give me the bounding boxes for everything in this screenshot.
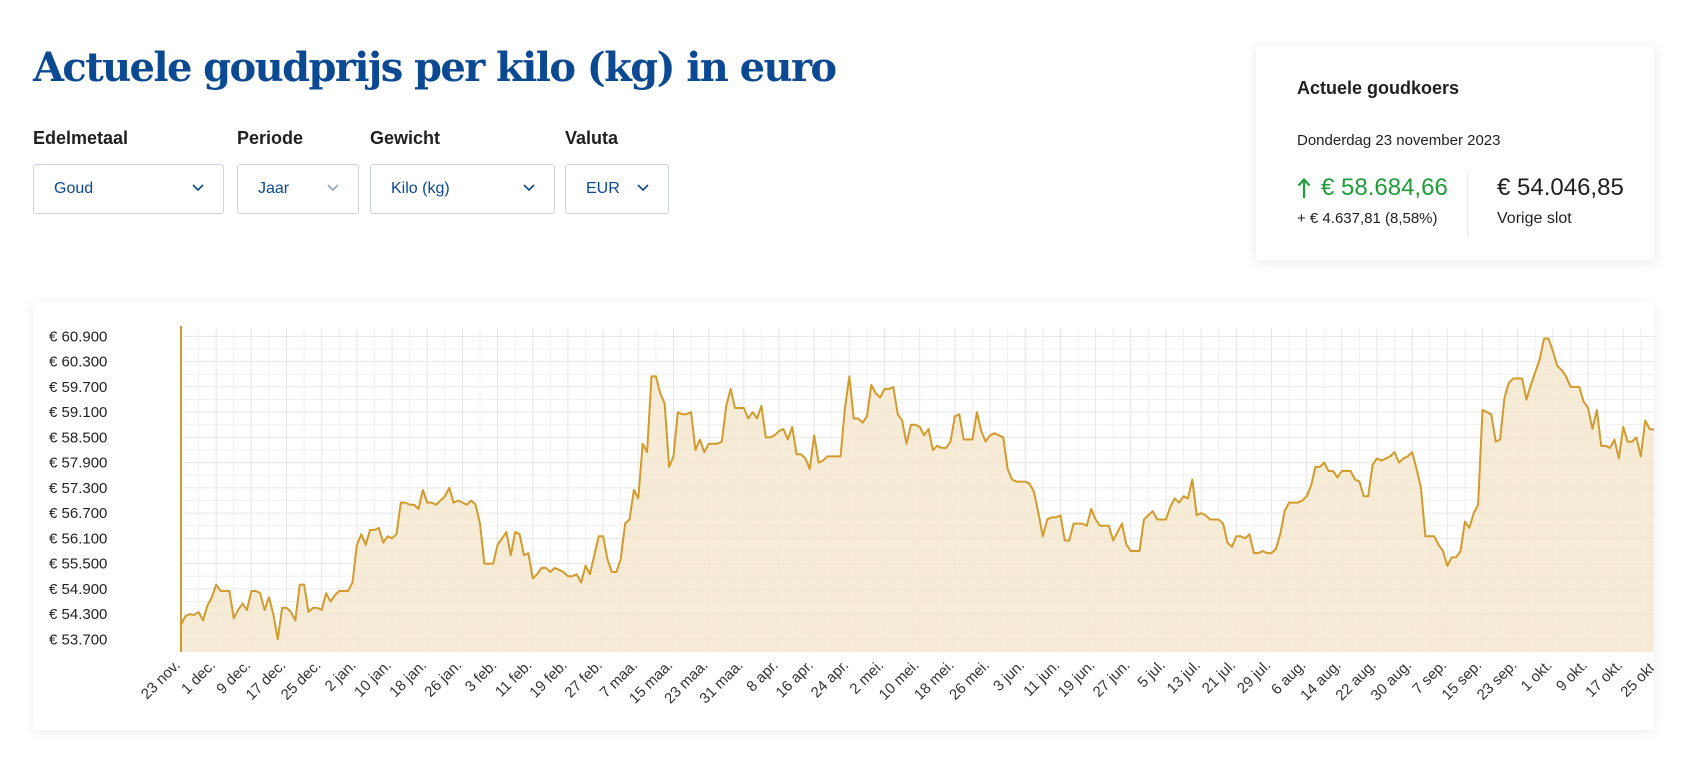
x-tick-label: 11 jun. [1020, 657, 1063, 700]
y-tick-label: € 56.100 [49, 530, 107, 547]
chevron-down-icon [192, 184, 204, 192]
weight-select-value: Kilo (kg) [391, 180, 450, 197]
x-tick-label: 1 okt. [1518, 657, 1556, 695]
x-tick-label: 13 jul. [1164, 657, 1204, 697]
filter-weight: Gewicht Kilo (kg) [370, 126, 555, 214]
filter-period-label: Periode [237, 128, 304, 148]
y-tick-label: € 56.700 [49, 505, 107, 522]
card-title: Actuele goudkoers [1297, 78, 1460, 98]
chevron-down-icon [637, 184, 649, 192]
arrow-up-icon [1297, 177, 1311, 198]
currency-select-value: EUR [586, 180, 620, 197]
x-tick-label: 23 nov. [138, 657, 184, 703]
filter-currency-label: Valuta [565, 128, 619, 148]
x-tick-label: 27 feb. [561, 657, 605, 701]
weight-select[interactable]: Kilo (kg) [370, 164, 555, 214]
current-price: € 58.684,66 [1297, 174, 1448, 202]
x-tick-label: 29 jul. [1234, 657, 1274, 697]
y-tick-label: € 57.900 [49, 455, 107, 472]
x-tick-label: 26 jan. [421, 657, 465, 701]
x-tick-label: 11 feb. [492, 657, 536, 701]
x-tick-label: 25 okt. [1617, 657, 1654, 701]
y-tick-label: € 57.300 [49, 480, 107, 497]
previous-close-value: € 54.046,85 [1497, 174, 1624, 201]
metal-select-value: Goud [54, 180, 94, 197]
x-tick-label: 17 okt. [1582, 657, 1626, 701]
chevron-down-icon [523, 184, 535, 192]
gold-price-chart[interactable]: 23 nov.1 dec.9 dec.17 dec.25 dec.2 jan.1… [33, 302, 1654, 730]
y-tick-label: € 60.300 [49, 354, 107, 371]
y-tick-label: € 59.100 [49, 404, 107, 421]
y-tick-label: € 58.500 [49, 429, 107, 446]
card-date: Donderdag 23 november 2023 [1297, 132, 1501, 149]
y-tick-label: € 60.900 [49, 328, 107, 345]
filter-metal: Edelmetaal Goud [33, 126, 224, 214]
current-price-value: € 58.684,66 [1321, 174, 1448, 201]
x-tick-label: 1 dec. [178, 657, 219, 698]
series-line [180, 337, 1654, 641]
y-tick-label: € 59.700 [49, 379, 107, 396]
y-tick-label: € 55.500 [49, 556, 107, 573]
x-tick-label: 27 jun. [1090, 657, 1134, 701]
chart-card: 23 nov. 1 dec. 9 dec. 17 dec. 25 dec. 2 jan. 1… [33, 302, 1654, 730]
filter-currency: Valuta EUR [565, 126, 669, 214]
filter-metal-label: Edelmetaal [33, 128, 129, 148]
x-tick-label: 19 jun. [1055, 657, 1099, 701]
chevron-down-icon [327, 184, 339, 192]
x-tick-label: 18 jan. [386, 657, 430, 701]
x-tick-label: 26 mei. [946, 657, 993, 704]
previous-close-label: Vorige slot [1497, 210, 1572, 227]
x-tick-label: 24 apr. [808, 657, 852, 701]
price-change: + € 4.637,81 (8,58%) [1297, 210, 1438, 227]
card-divider [1467, 174, 1468, 236]
x-tick-label: 23 sep. [1474, 657, 1521, 704]
y-tick-label: € 54.900 [49, 581, 107, 598]
period-select-value: Jaar [258, 180, 290, 197]
filter-period: Periode Jaar [237, 126, 359, 214]
series-area [181, 338, 1654, 652]
metal-select[interactable]: Goud [33, 164, 224, 214]
x-tick-label: 16 apr. [773, 657, 817, 701]
y-tick-label: € 54.300 [49, 606, 107, 623]
page-title: Actuele goudprijs per kilo (kg) in euro [33, 44, 837, 91]
y-tick-label: € 53.700 [49, 631, 107, 648]
current-price-card: Actuele goudkoers Donderdag 23 november … [1256, 46, 1654, 260]
x-tick-label: 21 jul. [1199, 657, 1239, 697]
x-tick-label: 10 jan. [351, 657, 395, 701]
x-tick-label: 19 feb. [526, 657, 570, 701]
period-select[interactable]: Jaar [237, 164, 359, 214]
currency-select[interactable]: EUR [565, 164, 669, 214]
filter-weight-label: Gewicht [370, 128, 441, 148]
x-tick-label: 25 dec. [278, 657, 325, 704]
